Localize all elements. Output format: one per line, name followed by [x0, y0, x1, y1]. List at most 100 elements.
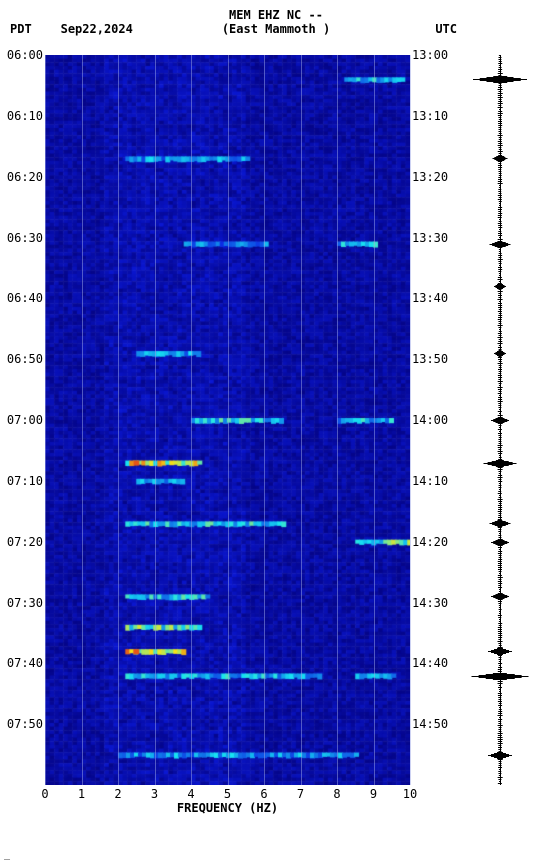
trace-noise	[499, 323, 502, 324]
trace-noise	[499, 221, 502, 222]
trace-noise	[499, 479, 502, 480]
trace-noise	[498, 87, 502, 88]
trace-noise	[498, 453, 502, 454]
trace-noise	[498, 223, 502, 224]
trace-noise	[498, 439, 501, 440]
trace-noise	[499, 717, 501, 718]
trace-noise	[499, 385, 501, 386]
trace-noise	[499, 229, 501, 230]
trace-noise	[498, 639, 501, 640]
trace-noise	[499, 237, 501, 238]
trace-noise	[498, 469, 503, 470]
trace-noise	[498, 701, 502, 702]
trace-noise	[499, 109, 501, 110]
trace-spike	[493, 82, 507, 83]
trace-spike	[497, 654, 503, 655]
trace-noise	[499, 473, 501, 474]
trace-noise	[498, 415, 503, 416]
gridline	[155, 55, 156, 785]
trace-noise	[498, 491, 501, 492]
trace-noise	[498, 499, 503, 500]
trace-noise	[498, 115, 502, 116]
trace-noise	[498, 407, 501, 408]
trace-noise	[499, 727, 502, 728]
trace-noise	[499, 175, 502, 176]
station-subtitle: (East Mammoth )	[0, 22, 552, 36]
trace-noise	[499, 281, 501, 282]
trace-noise	[498, 721, 501, 722]
trace-noise	[498, 695, 502, 696]
trace-noise	[498, 121, 502, 122]
trace-noise	[498, 125, 502, 126]
waveform-trace	[470, 55, 530, 785]
trace-noise	[499, 457, 502, 458]
trace-noise	[499, 313, 502, 314]
trace-spike	[499, 356, 502, 357]
trace-noise	[499, 413, 501, 414]
trace-noise	[498, 547, 502, 548]
trace-noise	[498, 195, 502, 196]
trace-noise	[499, 605, 501, 606]
trace-noise	[498, 359, 502, 360]
trace-noise	[498, 505, 502, 506]
trace-noise	[499, 55, 501, 56]
trace-noise	[498, 449, 501, 450]
trace-noise	[499, 489, 501, 490]
trace-noise	[498, 117, 501, 118]
trace-noise	[498, 507, 502, 508]
gridline	[301, 55, 302, 785]
trace-noise	[499, 173, 502, 174]
trace-noise	[498, 511, 502, 512]
trace-noise	[499, 335, 502, 336]
left-tick: 06:30	[7, 231, 45, 245]
trace-noise	[498, 493, 502, 494]
trace-noise	[498, 123, 502, 124]
trace-noise	[499, 301, 501, 302]
spectrogram-plot: 06:0006:1006:2006:3006:4006:5007:0007:10…	[45, 55, 410, 785]
trace-noise	[498, 629, 502, 630]
trace-noise	[498, 403, 501, 404]
trace-noise	[498, 411, 502, 412]
trace-noise	[498, 69, 502, 70]
trace-noise	[498, 641, 503, 642]
trace-spike	[496, 466, 504, 467]
trace-noise	[498, 297, 501, 298]
trace-noise	[498, 189, 501, 190]
footer-mark: _	[4, 849, 10, 860]
trace-noise	[499, 265, 501, 266]
trace-noise	[498, 633, 502, 634]
trace-noise	[498, 529, 501, 530]
trace-noise	[498, 659, 501, 660]
trace-noise	[499, 391, 502, 392]
trace-noise	[499, 367, 502, 368]
trace-noise	[499, 557, 502, 558]
trace-noise	[499, 203, 501, 204]
trace-noise	[498, 401, 503, 402]
trace-noise	[499, 329, 501, 330]
trace-noise	[498, 59, 501, 60]
trace-noise	[498, 165, 502, 166]
trace-noise	[499, 503, 502, 504]
trace-noise	[498, 587, 502, 588]
trace-noise	[499, 85, 502, 86]
trace-noise	[498, 715, 503, 716]
trace-noise	[498, 735, 502, 736]
trace-noise	[498, 777, 503, 778]
trace-noise	[498, 771, 501, 772]
trace-noise	[499, 129, 502, 130]
trace-noise	[498, 601, 502, 602]
trace-noise	[499, 731, 502, 732]
trace-noise	[498, 741, 502, 742]
trace-noise	[498, 321, 501, 322]
trace-spike	[499, 289, 502, 290]
trace-noise	[499, 395, 501, 396]
right-tick: 14:10	[410, 474, 448, 488]
trace-noise	[498, 211, 501, 212]
x-tick: 10	[403, 785, 417, 801]
trace-noise	[498, 105, 501, 106]
trace-noise	[498, 623, 502, 624]
trace-noise	[498, 669, 502, 670]
trace-noise	[498, 341, 502, 342]
trace-noise	[499, 645, 502, 646]
trace-noise	[498, 759, 503, 760]
